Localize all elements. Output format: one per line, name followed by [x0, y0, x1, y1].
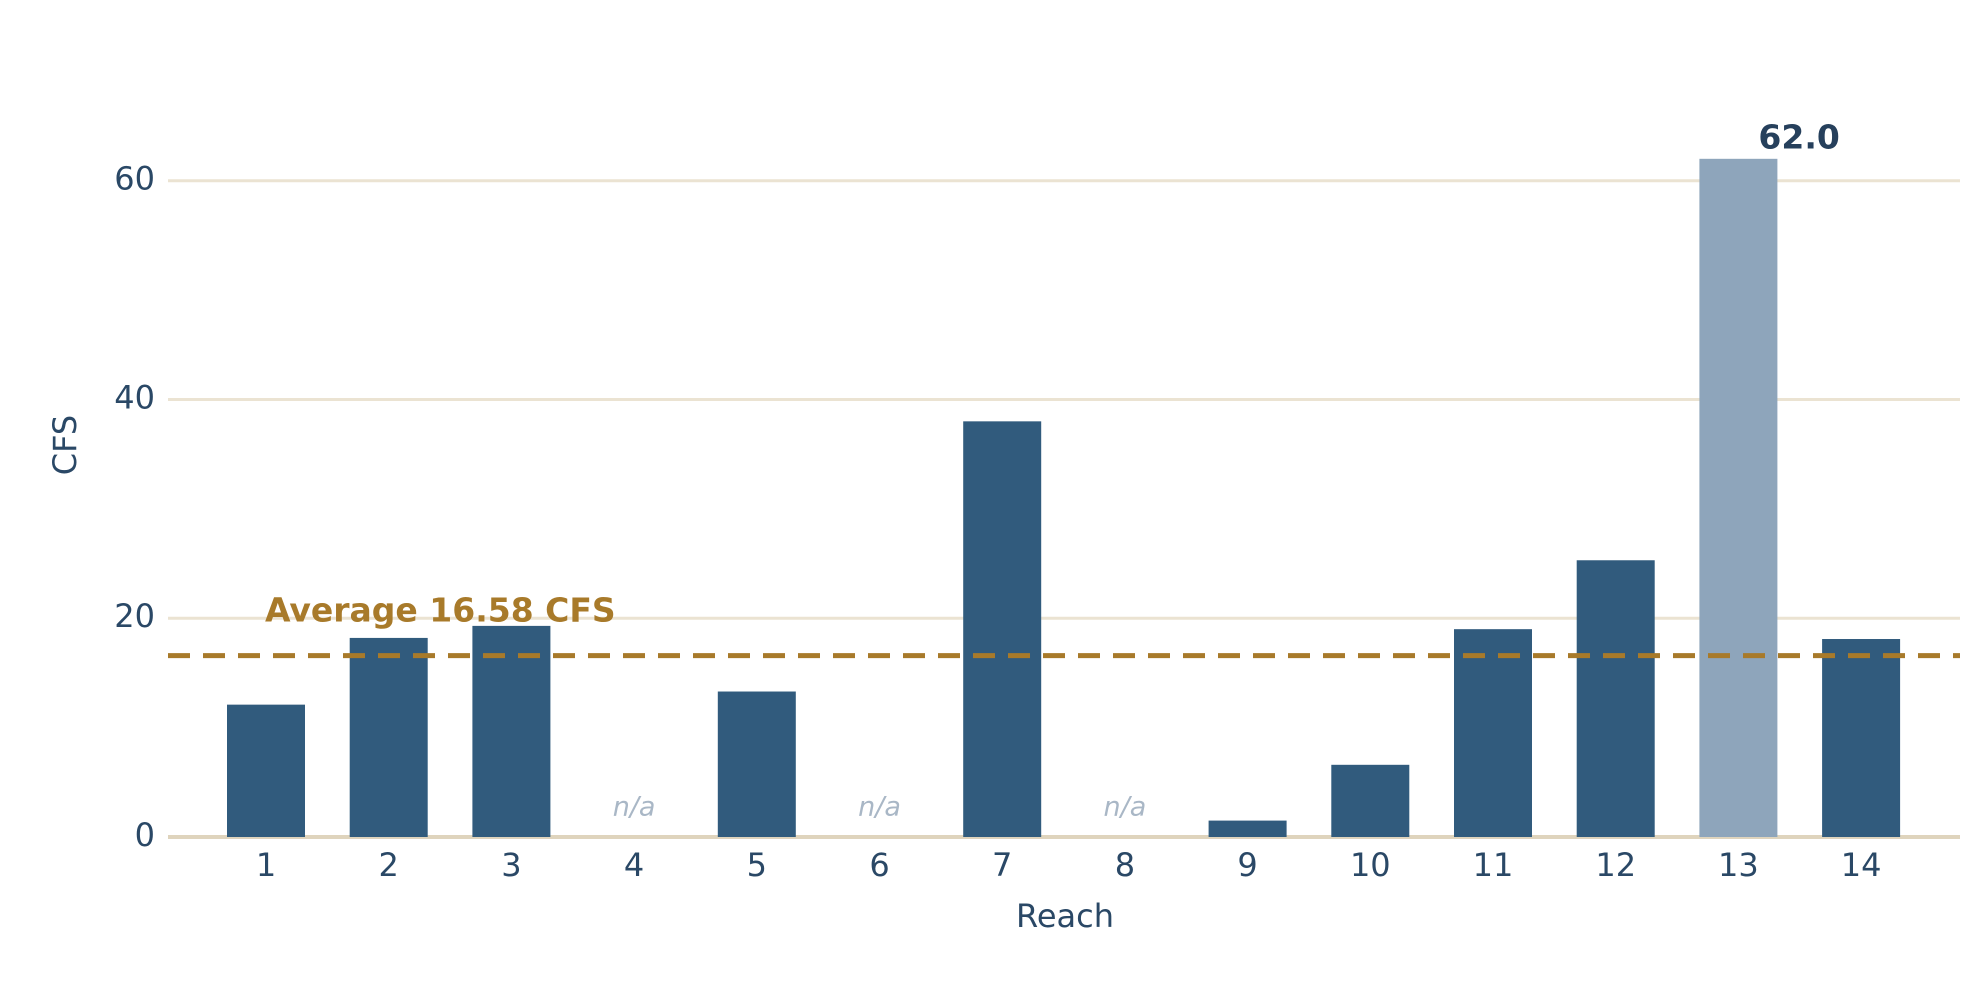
y-tick-label: 20 — [114, 597, 155, 635]
bar — [472, 625, 551, 837]
x-tick-label: 12 — [1595, 846, 1636, 884]
bar — [349, 637, 428, 837]
na-label: n/a — [858, 792, 901, 823]
bar — [717, 691, 796, 837]
y-tick-label: 40 — [114, 378, 155, 416]
value-label: 62.0 — [1758, 117, 1839, 156]
x-tick-label: 6 — [869, 846, 889, 884]
x-tick-label: 11 — [1473, 846, 1514, 884]
bar — [963, 421, 1042, 837]
x-tick-label: 14 — [1841, 846, 1882, 884]
bar — [1331, 764, 1410, 837]
x-tick-label: 1 — [256, 846, 276, 884]
x-tick-label: 4 — [624, 846, 644, 884]
y-tick-label: 0 — [135, 816, 155, 854]
x-tick-label: 13 — [1718, 846, 1759, 884]
bar — [1699, 158, 1778, 838]
x-tick-label: 10 — [1350, 846, 1391, 884]
bar — [1454, 629, 1532, 837]
bar — [227, 704, 305, 837]
x-axis-label: Reach — [1016, 897, 1114, 935]
na-label: n/a — [613, 792, 656, 823]
average-label: Average 16.58 CFS — [265, 591, 616, 630]
bar — [1822, 639, 1901, 837]
na-label: n/a — [1104, 792, 1147, 823]
x-tick-label: 5 — [747, 846, 767, 884]
bar — [1576, 560, 1655, 837]
x-tick-label: 9 — [1237, 846, 1257, 884]
y-tick-label: 60 — [114, 160, 155, 198]
bar — [1208, 820, 1287, 837]
x-tick-label: 3 — [501, 846, 521, 884]
x-tick-label: 7 — [992, 846, 1012, 884]
x-tick-label: 8 — [1115, 846, 1135, 884]
y-axis-label: CFS — [46, 415, 84, 476]
x-tick-label: 2 — [379, 846, 399, 884]
